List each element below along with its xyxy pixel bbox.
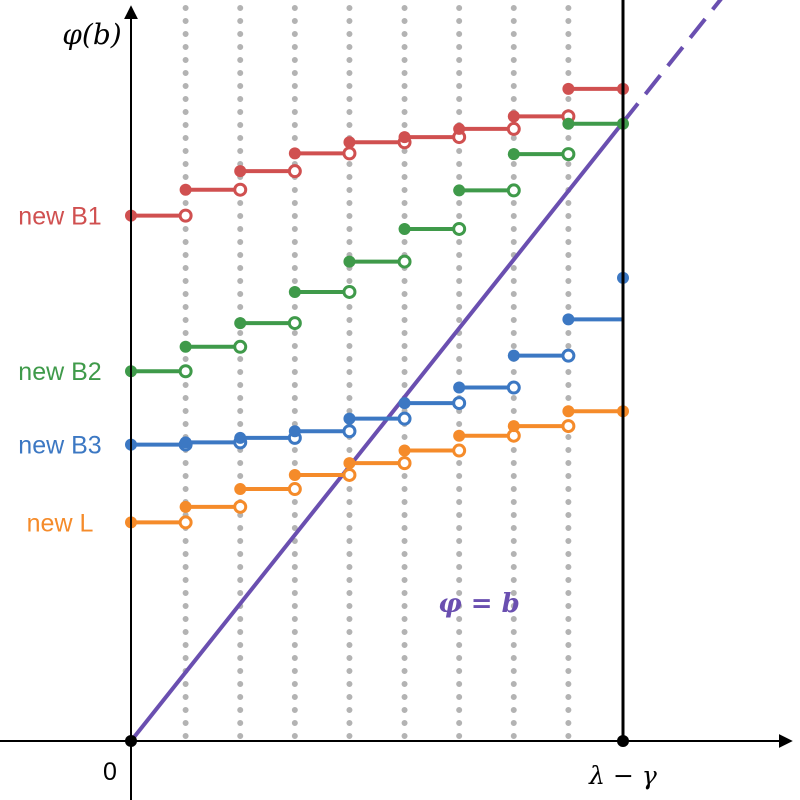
step-closed-point xyxy=(507,110,520,123)
series-new-l xyxy=(125,405,629,530)
step-open-point xyxy=(506,380,521,395)
step-open-point xyxy=(506,121,521,136)
step-closed-point xyxy=(562,82,575,95)
step-open-point xyxy=(452,396,467,411)
series-label: new B3 xyxy=(18,432,101,460)
series-new-b1 xyxy=(125,82,629,223)
step-open-point xyxy=(452,443,467,458)
step-open-point xyxy=(452,221,467,236)
step-closed-point xyxy=(179,500,192,513)
step-open-point xyxy=(342,146,357,161)
x-tick-origin: 0 xyxy=(103,758,117,786)
step-closed-point xyxy=(453,429,466,442)
series-new-b3 xyxy=(125,271,629,452)
step-closed-point xyxy=(507,420,520,433)
series-new-b2 xyxy=(125,117,629,379)
step-open-point xyxy=(561,348,576,363)
step-open-point xyxy=(287,482,302,497)
step-open-point xyxy=(342,424,357,439)
series-label: new L xyxy=(27,509,94,537)
step-open-point xyxy=(287,164,302,179)
step-open-point xyxy=(561,147,576,162)
diagonal-label: φ = b xyxy=(438,589,520,619)
step-closed-point xyxy=(343,255,356,268)
series-label: new B2 xyxy=(18,358,101,386)
series-label: new B1 xyxy=(18,203,101,231)
step-closed-point xyxy=(398,444,411,457)
step-closed-point xyxy=(343,136,356,149)
step-open-point xyxy=(397,456,412,471)
step-open-point xyxy=(342,467,357,482)
step-closed-point xyxy=(453,381,466,394)
step-closed-point xyxy=(179,436,192,449)
step-open-point xyxy=(506,183,521,198)
step-closed-point xyxy=(562,313,575,326)
step-closed-point xyxy=(343,412,356,425)
series-layer xyxy=(125,82,629,530)
step-closed-point xyxy=(179,340,192,353)
step-open-point xyxy=(233,339,248,354)
x-tick-end: λ − γ xyxy=(588,761,657,790)
step-closed-point xyxy=(234,431,247,444)
diagonal-line-solid xyxy=(129,121,625,743)
step-open-point xyxy=(233,182,248,197)
step-closed-point xyxy=(398,397,411,410)
step-closed-point xyxy=(234,317,247,330)
step-open-point xyxy=(178,515,193,530)
y-axis-label: φ(b) xyxy=(62,18,121,51)
step-closed-point xyxy=(179,183,192,196)
series-labels: new B1 new B2 new B3 new L xyxy=(18,203,101,538)
step-open-point xyxy=(178,208,193,223)
origin-point xyxy=(125,735,137,747)
step-closed-point xyxy=(234,483,247,496)
step-closed-point xyxy=(288,468,301,481)
step-closed-point xyxy=(398,131,411,144)
diagonal-group xyxy=(129,0,723,743)
step-closed-point xyxy=(288,285,301,298)
step-closed-point xyxy=(453,184,466,197)
step-closed-point xyxy=(507,349,520,362)
step-open-point xyxy=(178,364,193,379)
step-closed-point xyxy=(288,425,301,438)
step-closed-point xyxy=(453,122,466,135)
step-closed-point xyxy=(234,165,247,178)
grid-lines xyxy=(182,5,572,744)
step-open-point xyxy=(397,254,412,269)
step-open-point xyxy=(342,284,357,299)
step-open-point xyxy=(233,499,248,514)
step-open-point xyxy=(561,419,576,434)
step-open-point xyxy=(287,316,302,331)
step-closed-point xyxy=(507,148,520,161)
step-open-point xyxy=(397,411,412,426)
step-closed-point xyxy=(562,117,575,130)
step-closed-point xyxy=(288,147,301,160)
end-point xyxy=(617,735,629,747)
step-closed-point xyxy=(562,405,575,418)
step-closed-point xyxy=(343,457,356,470)
step-closed-point xyxy=(398,222,411,235)
diagonal-line-dashed xyxy=(621,0,723,124)
